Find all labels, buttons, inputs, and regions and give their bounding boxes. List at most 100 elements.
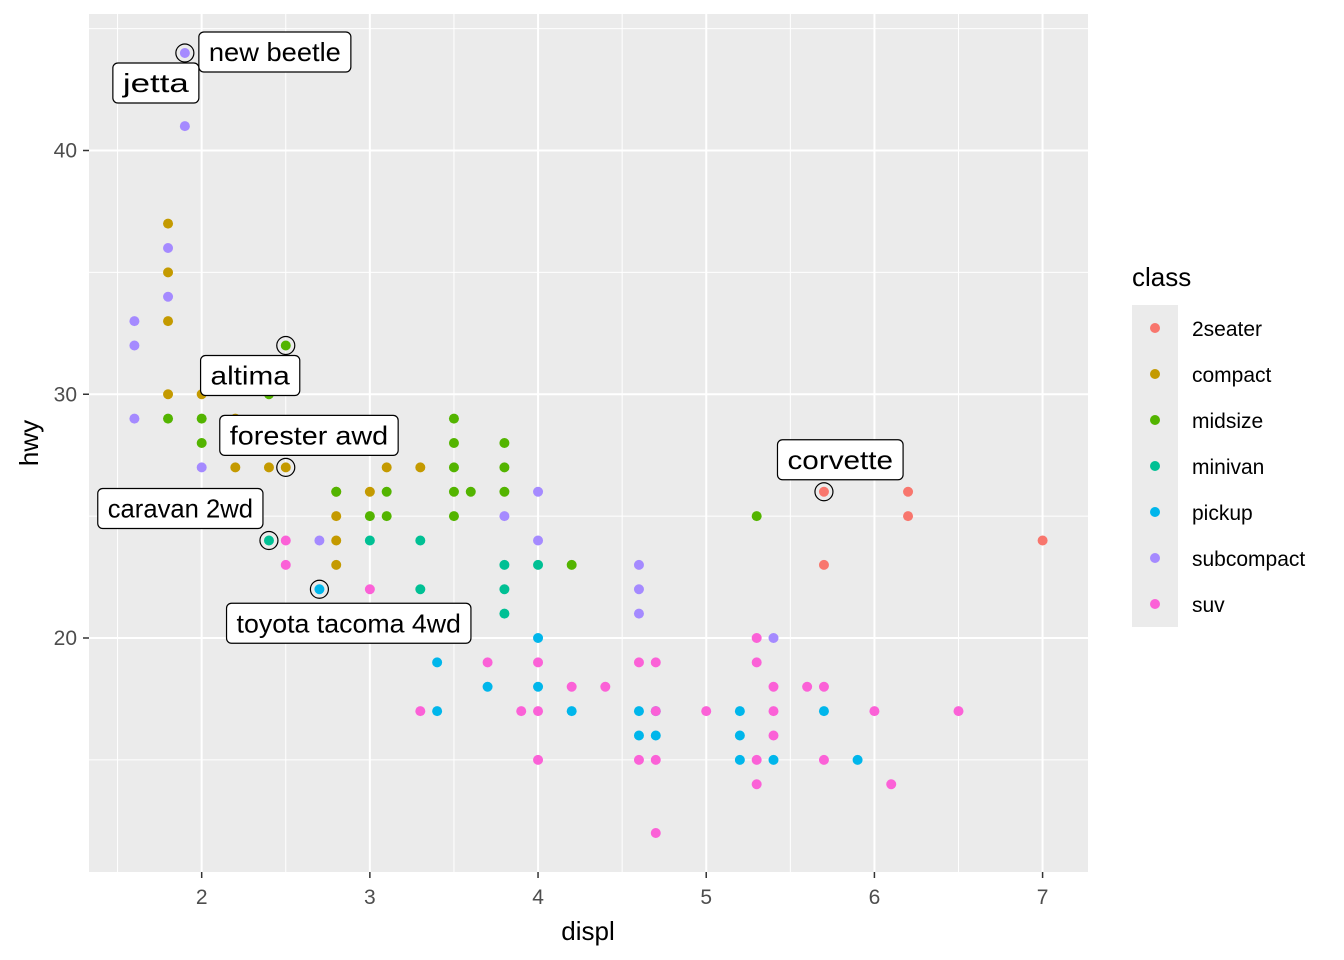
annotation-label: altima [211, 361, 291, 391]
point-subcompact [768, 633, 779, 643]
point-midsize [499, 462, 510, 473]
point-compact [364, 486, 375, 497]
highlight-rings [175, 43, 834, 599]
point-suv [768, 706, 779, 717]
point-suv [650, 657, 661, 668]
point-suv [751, 633, 762, 643]
annotation-box [776, 439, 904, 481]
point-subcompact [196, 462, 207, 473]
legend-key-compact [1150, 369, 1160, 379]
point-compact [331, 535, 342, 546]
point-subcompact [129, 413, 140, 424]
point-midsize [465, 486, 476, 497]
point-compact [280, 462, 291, 473]
point-compact [163, 389, 174, 400]
point-pickup [533, 633, 544, 643]
point-suv [802, 681, 813, 692]
point-subcompact [314, 535, 325, 546]
legend-key-pickup [1150, 507, 1160, 517]
y-tick-label: 40 [54, 140, 77, 163]
point-2seater [818, 559, 829, 570]
point-midsize [163, 413, 174, 424]
point-suv [818, 754, 829, 765]
point-pickup [633, 706, 644, 717]
point-suv [280, 559, 291, 570]
legend-label-2seater: 2seater [1192, 318, 1262, 341]
point-minivan [533, 559, 544, 570]
point-midsize [448, 438, 459, 448]
point-suv [650, 706, 661, 717]
point-subcompact [533, 486, 544, 497]
legend-label-minivan: minivan [1192, 456, 1264, 479]
x-axis: 2 3 4 5 6 7 [196, 872, 1048, 909]
legend-title: class [1132, 262, 1191, 292]
point-suv [516, 706, 527, 717]
annotation-box [198, 31, 352, 73]
annotation-box [199, 354, 301, 397]
legend-key-midsize [1150, 415, 1160, 425]
point-subcompact [499, 511, 510, 522]
point-midsize [751, 511, 762, 522]
point-suv [533, 657, 544, 668]
y-tick-label: 20 [54, 627, 77, 650]
point-suv [768, 681, 779, 692]
point-midsize [499, 438, 510, 448]
point-suv [566, 681, 577, 692]
point-suv [533, 706, 544, 717]
legend-key-minivan [1150, 461, 1160, 471]
point-midsize [448, 462, 459, 473]
point-minivan [499, 608, 510, 619]
point-2seater [818, 486, 829, 497]
point-midsize [448, 413, 459, 424]
point-minivan [263, 535, 274, 546]
point-subcompact [129, 340, 140, 351]
point-subcompact [179, 48, 190, 58]
legend-label-pickup: pickup [1192, 502, 1253, 525]
point-midsize [566, 559, 577, 570]
point-minivan [364, 535, 375, 546]
x-tick-label: 5 [700, 886, 712, 909]
annotation-box [219, 414, 399, 456]
point-pickup [633, 730, 644, 741]
point-midsize [196, 438, 207, 448]
point-suv [415, 706, 426, 717]
point-pickup [566, 706, 577, 717]
highlight-ring [276, 335, 296, 356]
point-suv [953, 706, 964, 717]
legend: class 2seater compact midsize minivan pickup… [1132, 262, 1305, 627]
point-compact [331, 559, 342, 570]
highlight-ring [259, 530, 279, 551]
annotation-box [112, 62, 200, 104]
annotation-label: toyota tacoma 4wd [237, 608, 461, 638]
point-suv [633, 754, 644, 765]
point-pickup [818, 706, 829, 717]
point-midsize [280, 340, 291, 351]
point-compact [163, 267, 174, 278]
point-pickup [734, 754, 745, 765]
point-compact [163, 218, 174, 229]
point-suv [751, 754, 762, 765]
point-suv [768, 730, 779, 741]
legend-key-2seater [1150, 323, 1160, 333]
point-suv [886, 779, 897, 790]
annotation-box [225, 602, 472, 644]
x-tick-label: 3 [364, 886, 376, 909]
data-points [129, 48, 1048, 838]
point-pickup [650, 730, 661, 741]
point-minivan [499, 584, 510, 595]
annotation-labels: new beetle jetta altima forester awd caravan… [97, 31, 904, 644]
point-2seater [1037, 535, 1048, 546]
point-minivan [415, 535, 426, 546]
legend-key-subcompact [1150, 553, 1160, 563]
annotation-box [97, 487, 264, 530]
point-suv [633, 657, 644, 668]
highlight-ring [276, 457, 296, 477]
annotation-label: jetta [122, 68, 190, 98]
x-tick-label: 4 [532, 886, 544, 909]
point-suv [650, 754, 661, 765]
point-subcompact [633, 584, 644, 595]
point-compact [415, 462, 426, 473]
point-pickup [852, 754, 863, 765]
point-subcompact [179, 121, 190, 132]
